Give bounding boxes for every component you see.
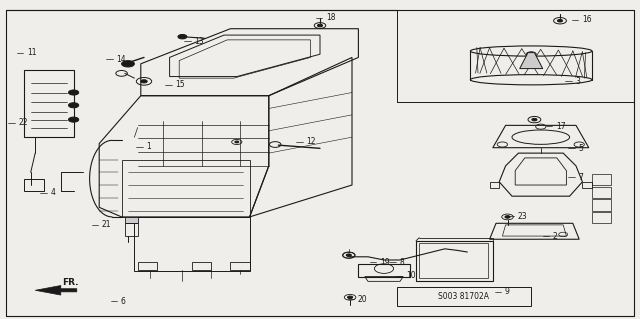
Text: 14: 14 [116,55,126,63]
Text: 6: 6 [121,297,126,306]
Text: 8: 8 [399,258,404,267]
Text: 20: 20 [358,295,367,304]
Circle shape [526,52,536,57]
Text: 15: 15 [175,80,185,89]
Circle shape [178,34,187,39]
Text: 19: 19 [380,258,390,267]
Text: 22: 22 [19,118,28,127]
Circle shape [235,141,239,143]
Text: 17: 17 [556,122,566,130]
Circle shape [68,103,79,108]
Text: 3: 3 [575,77,580,86]
Circle shape [317,24,323,27]
Text: 21: 21 [102,220,111,229]
Polygon shape [520,53,543,69]
Circle shape [505,216,510,218]
Circle shape [141,80,147,83]
Text: 7: 7 [579,173,584,182]
Text: 23: 23 [518,212,527,221]
Polygon shape [35,286,77,295]
Circle shape [532,118,537,121]
Text: 2: 2 [553,232,557,241]
Circle shape [68,90,79,95]
Circle shape [346,254,351,256]
Text: FR.: FR. [62,278,79,287]
Text: 9: 9 [505,287,510,296]
Circle shape [557,19,563,22]
Text: 12: 12 [307,137,316,146]
Text: S003 81702A: S003 81702A [438,292,490,301]
Text: 16: 16 [582,15,591,24]
Circle shape [68,117,79,122]
Text: 10: 10 [406,271,415,280]
Text: 13: 13 [195,37,204,46]
Text: 1: 1 [147,142,151,151]
Circle shape [122,61,134,67]
Text: 18: 18 [326,13,335,22]
Text: 11: 11 [27,48,36,57]
Polygon shape [125,217,138,223]
Text: 4: 4 [51,189,56,197]
Text: 5: 5 [579,144,584,153]
Circle shape [348,296,353,299]
